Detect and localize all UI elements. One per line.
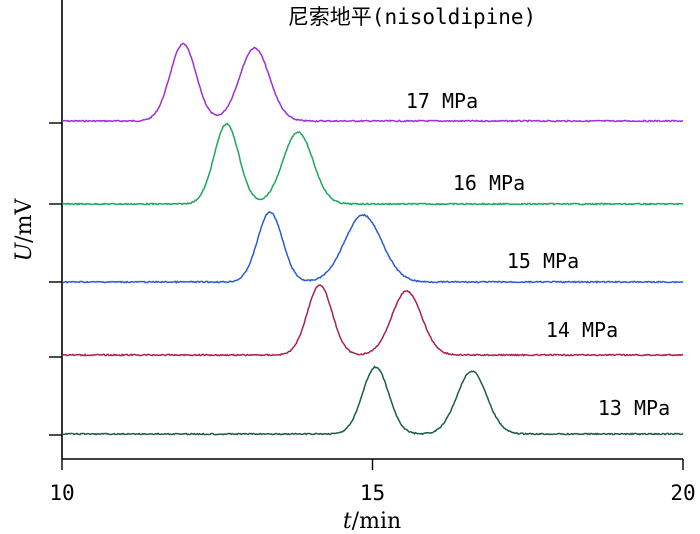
y-axis-label: U/mV <box>12 198 37 262</box>
y-axis-symbol: U <box>12 241 37 261</box>
x-ticks <box>61 459 684 470</box>
x-tick-label-15: 15 <box>360 481 385 505</box>
chart-title: 尼索地平(nisoldipine) <box>288 5 536 29</box>
series-line-14-mpa <box>61 284 684 357</box>
series-label-layer: 17 MPa 16 MPa 15 MPa 14 MPa 13 MPa <box>406 89 670 420</box>
series-line-15-mpa <box>61 211 684 284</box>
x-axis-label: t/min <box>343 509 401 534</box>
x-axis-unit: min <box>359 509 401 534</box>
series-label-13-mpa: 13 MPa <box>598 396 670 420</box>
x-axis-symbol: t <box>343 509 352 534</box>
series-label-14-mpa: 14 MPa <box>546 318 618 342</box>
series-line-16-mpa <box>61 122 684 206</box>
series-label-16-mpa: 16 MPa <box>453 171 525 195</box>
series-layer <box>61 42 684 436</box>
series-line-17-mpa <box>61 42 684 123</box>
series-label-17-mpa: 17 MPa <box>406 89 478 113</box>
series-line-13-mpa <box>61 365 684 436</box>
x-tick-label-20: 20 <box>670 481 695 505</box>
y-ticks <box>49 122 62 436</box>
y-axis-unit: mV <box>12 198 37 236</box>
series-label-15-mpa: 15 MPa <box>507 249 579 273</box>
x-tick-label-10: 10 <box>49 481 74 505</box>
